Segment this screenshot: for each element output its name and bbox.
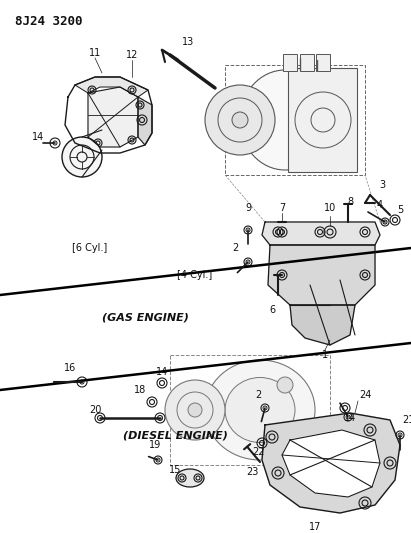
Text: 1: 1: [322, 350, 328, 360]
Circle shape: [77, 377, 87, 387]
Text: 16: 16: [64, 363, 76, 373]
FancyBboxPatch shape: [288, 68, 357, 172]
Polygon shape: [262, 222, 380, 245]
Circle shape: [232, 112, 248, 128]
Text: 2: 2: [255, 390, 261, 400]
Text: 2: 2: [232, 243, 238, 253]
Text: 14: 14: [32, 132, 44, 142]
Text: 14: 14: [156, 367, 168, 377]
Text: 18: 18: [134, 385, 146, 395]
Circle shape: [154, 456, 162, 464]
Text: 13: 13: [182, 37, 194, 47]
Text: 17: 17: [309, 522, 321, 532]
Text: 22: 22: [252, 447, 264, 457]
Text: 8J24 3200: 8J24 3200: [15, 15, 83, 28]
Circle shape: [244, 258, 252, 266]
FancyBboxPatch shape: [283, 54, 297, 71]
Polygon shape: [262, 413, 400, 513]
Text: 4: 4: [377, 200, 383, 210]
Text: 12: 12: [126, 50, 138, 60]
Text: 21: 21: [402, 415, 411, 425]
Text: (GAS ENGINE): (GAS ENGINE): [102, 313, 188, 323]
Polygon shape: [75, 77, 148, 97]
Circle shape: [50, 138, 60, 148]
Text: 6: 6: [269, 305, 275, 315]
Circle shape: [261, 404, 269, 412]
Text: 20: 20: [89, 405, 101, 415]
FancyBboxPatch shape: [300, 54, 314, 71]
Ellipse shape: [225, 377, 295, 442]
Text: (DIESEL ENGINE): (DIESEL ENGINE): [122, 430, 227, 440]
Text: [6 Cyl.]: [6 Cyl.]: [72, 243, 108, 253]
Circle shape: [244, 226, 252, 234]
Circle shape: [62, 137, 102, 177]
Text: 11: 11: [89, 48, 101, 58]
Text: 24: 24: [359, 390, 371, 400]
Polygon shape: [88, 87, 138, 147]
Circle shape: [205, 85, 275, 155]
Circle shape: [188, 403, 202, 417]
Polygon shape: [290, 305, 355, 345]
Polygon shape: [138, 97, 152, 145]
Polygon shape: [282, 430, 380, 497]
Text: [4 Cyl.]: [4 Cyl.]: [178, 270, 212, 280]
Text: 10: 10: [324, 203, 336, 213]
Text: 5: 5: [397, 205, 403, 215]
Ellipse shape: [205, 360, 315, 460]
Circle shape: [344, 413, 352, 421]
Text: 23: 23: [246, 467, 258, 477]
Ellipse shape: [240, 70, 330, 170]
FancyBboxPatch shape: [316, 54, 330, 71]
Ellipse shape: [176, 469, 204, 487]
Text: 19: 19: [149, 440, 161, 450]
Text: 8: 8: [347, 197, 353, 207]
Text: 14: 14: [344, 413, 356, 423]
Polygon shape: [268, 245, 375, 305]
Circle shape: [165, 380, 225, 440]
Text: 9: 9: [245, 203, 251, 213]
Text: 3: 3: [379, 180, 385, 190]
Text: 15: 15: [169, 465, 181, 475]
Circle shape: [396, 431, 404, 439]
Text: 7: 7: [279, 203, 285, 213]
Circle shape: [277, 377, 293, 393]
